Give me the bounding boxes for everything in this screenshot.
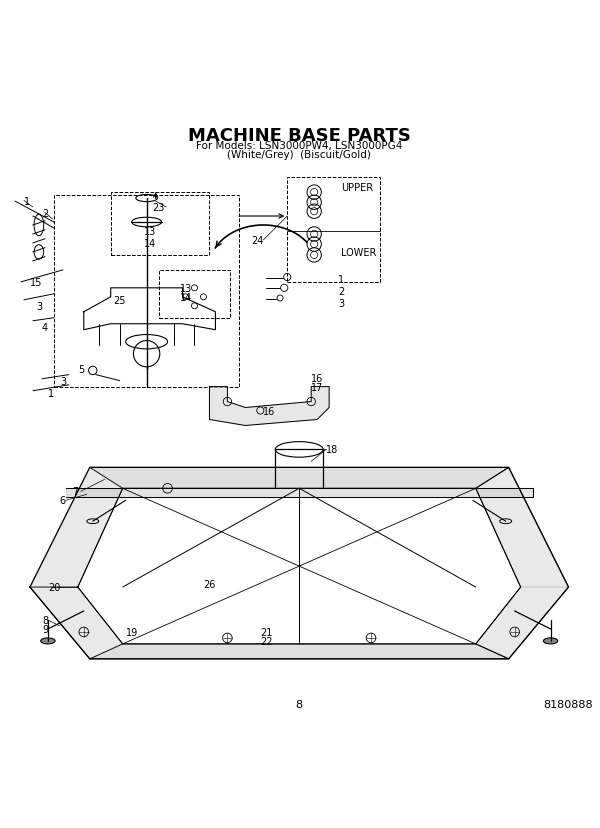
Text: 14: 14	[179, 292, 192, 302]
Polygon shape	[476, 468, 569, 587]
Polygon shape	[66, 489, 533, 498]
Text: 1: 1	[24, 197, 30, 207]
Text: MACHINE BASE PARTS: MACHINE BASE PARTS	[188, 127, 410, 145]
Text: 23: 23	[152, 203, 165, 213]
Text: 20: 20	[48, 582, 60, 592]
Bar	[111, 193, 209, 256]
Text: 17: 17	[311, 382, 323, 392]
Text: 2: 2	[42, 209, 48, 219]
Text: 18: 18	[326, 445, 338, 455]
Polygon shape	[209, 388, 329, 426]
Polygon shape	[90, 644, 509, 659]
Polygon shape	[30, 468, 122, 587]
Text: 19: 19	[125, 627, 138, 638]
Text: 9: 9	[42, 624, 48, 634]
Polygon shape	[30, 587, 122, 659]
Text: 13: 13	[143, 227, 156, 237]
Ellipse shape	[544, 638, 558, 644]
Bar	[54, 196, 239, 388]
Text: LOWER: LOWER	[341, 248, 376, 258]
Text: 2: 2	[338, 286, 344, 296]
Text: 16: 16	[311, 373, 323, 383]
Text: 24: 24	[251, 236, 264, 246]
Bar	[158, 271, 230, 318]
Text: 6: 6	[60, 496, 66, 506]
Text: 4: 4	[42, 322, 48, 332]
Text: 3: 3	[338, 298, 344, 308]
Text: 3: 3	[36, 301, 42, 311]
Text: 26: 26	[203, 580, 216, 590]
Text: (White/Grey)  (Biscuit/Gold): (White/Grey) (Biscuit/Gold)	[227, 150, 371, 160]
Text: 7: 7	[72, 487, 78, 497]
Text: For Models: LSN3000PW4, LSN3000PG4: For Models: LSN3000PW4, LSN3000PG4	[196, 142, 403, 152]
Text: 8: 8	[42, 615, 48, 625]
Text: 22: 22	[260, 636, 273, 646]
Text: UPPER: UPPER	[341, 183, 373, 193]
Text: 15: 15	[30, 277, 42, 287]
Text: 16: 16	[263, 406, 275, 416]
Text: 21: 21	[260, 627, 272, 638]
Text: 1: 1	[48, 388, 54, 398]
Text: 14: 14	[143, 238, 156, 248]
Text: 13: 13	[179, 283, 192, 293]
Ellipse shape	[41, 638, 55, 644]
Text: 8: 8	[296, 700, 303, 710]
Polygon shape	[476, 587, 569, 659]
Polygon shape	[90, 468, 509, 489]
Text: 5: 5	[78, 364, 84, 374]
Text: 3: 3	[60, 376, 66, 386]
Text: 1: 1	[338, 275, 344, 285]
Text: 25: 25	[114, 296, 126, 306]
Bar	[287, 178, 380, 282]
Text: 8180888: 8180888	[544, 700, 593, 710]
